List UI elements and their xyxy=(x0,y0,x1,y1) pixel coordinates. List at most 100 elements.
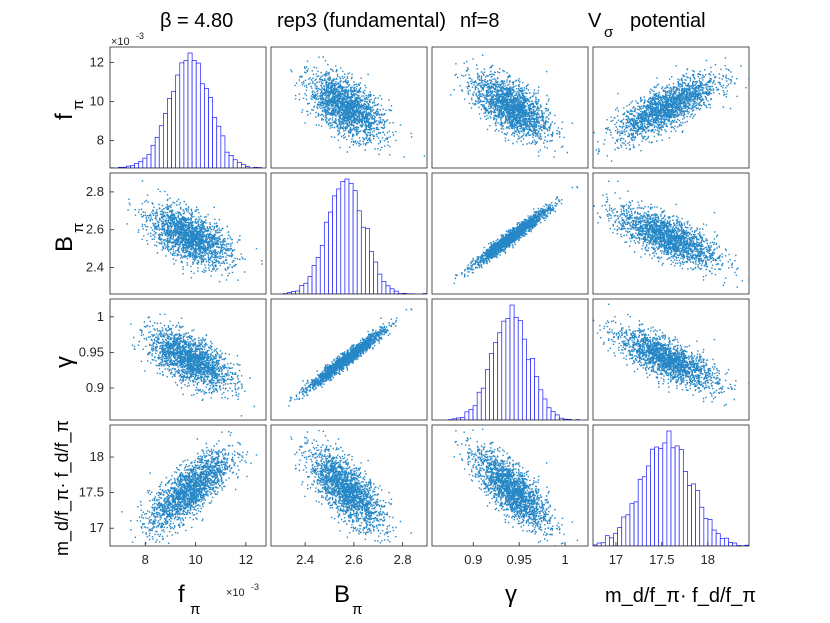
hist-bar xyxy=(154,137,160,168)
y-label-f-pi: f π xyxy=(51,100,87,120)
hist-bar xyxy=(703,517,709,546)
hist-bar xyxy=(699,506,705,546)
y-tick-label: 12 xyxy=(90,55,104,70)
hist-bar xyxy=(728,542,733,546)
x-tick-label: 12 xyxy=(239,552,253,567)
hist-bar xyxy=(687,485,692,546)
panel-f_pi-vs-B_pi xyxy=(270,46,428,169)
hist-bar xyxy=(332,195,338,294)
scatter-points xyxy=(593,57,749,162)
hist-bar xyxy=(377,273,383,294)
panel-frame xyxy=(592,298,750,421)
x-tick-label: 1 xyxy=(561,552,568,567)
hist-bar xyxy=(658,448,664,546)
hist-bar xyxy=(352,190,358,294)
scatter-points xyxy=(453,186,579,284)
hist-bar xyxy=(521,338,527,420)
x-tick-label: 2.8 xyxy=(394,552,412,567)
panel-f_pi-vs-f_pi: 8 10 12 xyxy=(90,46,267,169)
panel-content xyxy=(130,313,255,417)
hist-bar xyxy=(204,87,209,168)
y-label-f-pi-sub: π xyxy=(70,100,87,110)
hist-bar xyxy=(509,304,515,420)
hist-bar xyxy=(307,276,313,294)
panel-frame xyxy=(592,46,750,169)
hist-bar xyxy=(232,159,238,168)
hist-bar xyxy=(360,226,366,294)
hist-bar xyxy=(534,376,540,420)
hist-bar xyxy=(744,544,749,546)
hist-bar xyxy=(389,288,395,294)
hist-bar xyxy=(650,448,655,546)
hist-bar xyxy=(596,542,602,546)
scatter-points xyxy=(593,303,749,407)
panel-gamma-vs-f_pi: 0.9 0.95 1 xyxy=(79,298,267,421)
panel-frame xyxy=(592,172,750,295)
y-label-b-pi-main: B xyxy=(51,236,78,252)
hist-bar xyxy=(654,446,660,546)
panel-content xyxy=(290,56,426,168)
hist-bar xyxy=(609,537,614,546)
panel-frame xyxy=(109,298,267,421)
hist-bar xyxy=(724,537,729,546)
x-tick-label: 0.95 xyxy=(507,552,532,567)
panel-md_fpi_fd_fpi-vs-gamma: 0.9 0.95 1 xyxy=(431,424,589,567)
panel-content xyxy=(290,429,412,544)
hist-bar xyxy=(158,125,164,168)
hist-bar xyxy=(220,135,226,168)
hist-bar xyxy=(393,290,399,294)
panel-content xyxy=(593,180,749,288)
hist-bar xyxy=(134,163,140,168)
hist-bar xyxy=(604,535,610,546)
hist-bar xyxy=(212,117,218,168)
y-label-md-main: m_d/f_π· f_d/f_π xyxy=(52,420,73,556)
title-beta: β = 4.80 xyxy=(160,10,233,32)
hist-bar xyxy=(348,182,354,294)
hist-bar xyxy=(476,391,482,420)
y-tick-label: 0.9 xyxy=(86,380,104,395)
hist-bar xyxy=(216,125,222,168)
hist-bar xyxy=(183,60,189,168)
hist-bar xyxy=(468,409,474,420)
hist-bar xyxy=(228,155,234,168)
panel-content xyxy=(453,428,579,546)
hist-bar xyxy=(621,516,627,546)
hist-bar xyxy=(299,285,305,294)
panel-md_fpi_fd_fpi-vs-md_fpi_fd_fpi: 17 17.5 18 xyxy=(592,424,750,567)
panel-content xyxy=(450,54,573,158)
scatter-points xyxy=(126,180,263,283)
hist-bar xyxy=(682,471,688,546)
panel-f_pi-vs-gamma xyxy=(431,46,589,169)
hist-bar xyxy=(489,353,494,420)
hist-bar xyxy=(241,164,246,168)
y-label-f-pi-main: f xyxy=(51,113,78,120)
x-multiplier-base: ×10 xyxy=(226,587,245,599)
hist-bar xyxy=(617,527,623,546)
panel-content xyxy=(121,431,258,544)
hist-bar xyxy=(324,221,329,294)
hist-bar xyxy=(546,407,552,420)
scatter-points xyxy=(121,431,258,544)
x-label-gamma: γ xyxy=(505,581,517,608)
hist-bar xyxy=(187,52,193,168)
hist-bar xyxy=(328,211,333,294)
y-tick-label: 18 xyxy=(90,449,104,464)
title-nf: nf=8 xyxy=(460,10,499,32)
x-tick-label: 17.5 xyxy=(649,552,674,567)
x-tick-label: 2.4 xyxy=(296,552,314,567)
y-label-b-pi-sub: π xyxy=(70,223,87,233)
y-label-b-pi: B π xyxy=(51,223,87,252)
hist-bar xyxy=(732,542,738,546)
hist-bar xyxy=(142,157,148,168)
panel-gamma-vs-md_fpi_fd_fpi xyxy=(592,298,750,421)
panel-frame xyxy=(109,424,267,547)
hist-bar xyxy=(163,113,168,168)
hist-bar xyxy=(167,98,172,168)
panel-frame xyxy=(431,46,589,169)
hist-bar xyxy=(199,83,205,168)
panel-frame xyxy=(431,298,589,421)
hist-bar xyxy=(485,369,490,420)
panel-content xyxy=(288,308,413,407)
hist-bar xyxy=(295,290,301,294)
hist-bar xyxy=(501,320,507,420)
